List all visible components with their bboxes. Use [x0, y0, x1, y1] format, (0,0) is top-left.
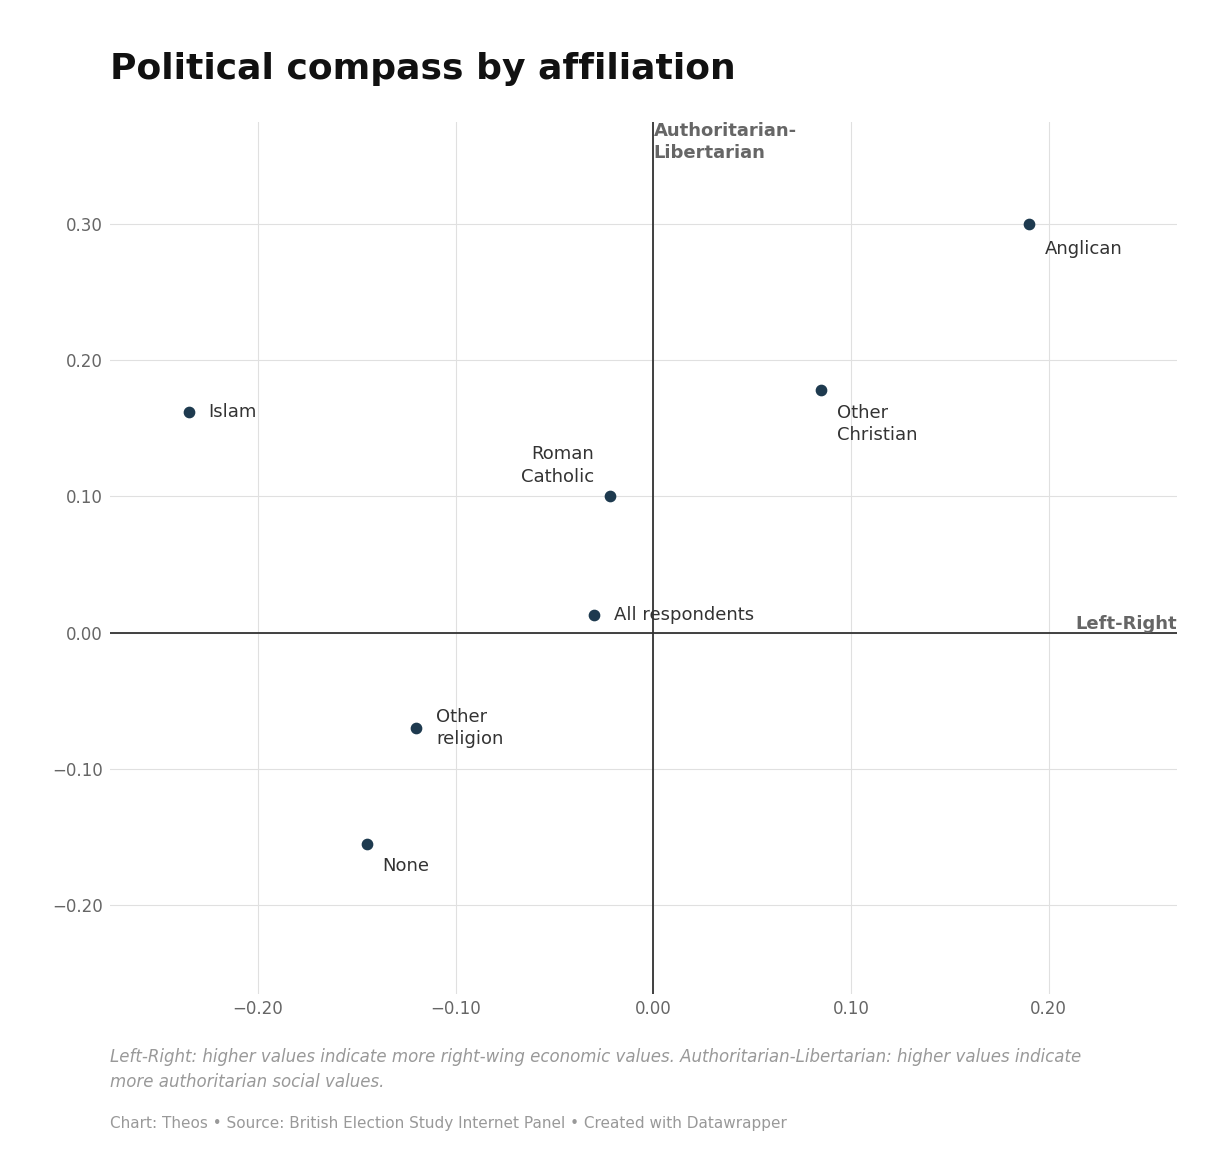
Text: Anglican: Anglican	[1044, 241, 1122, 258]
Point	[600, 487, 620, 505]
Text: Roman
Catholic: Roman Catholic	[521, 445, 594, 486]
Text: All respondents: All respondents	[614, 605, 754, 624]
Text: Left-Right: Left-Right	[1076, 615, 1177, 632]
Text: Left-Right: higher values indicate more right-wing economic values. Authoritaria: Left-Right: higher values indicate more …	[110, 1048, 1081, 1091]
Point	[811, 381, 831, 400]
Text: Chart: Theos • Source: British Election Study Internet Panel • Created with Data: Chart: Theos • Source: British Election …	[110, 1116, 787, 1131]
Text: None: None	[383, 858, 429, 875]
Point	[584, 605, 604, 624]
Text: Islam: Islam	[209, 403, 257, 421]
Point	[406, 718, 426, 737]
Point	[357, 834, 377, 853]
Text: Other
Christian: Other Christian	[837, 404, 917, 444]
Text: Authoritarian-
Libertarian: Authoritarian- Libertarian	[654, 122, 797, 163]
Point	[1019, 215, 1038, 234]
Text: Political compass by affiliation: Political compass by affiliation	[110, 52, 736, 86]
Point	[179, 403, 199, 422]
Text: Other
religion: Other religion	[436, 708, 504, 748]
